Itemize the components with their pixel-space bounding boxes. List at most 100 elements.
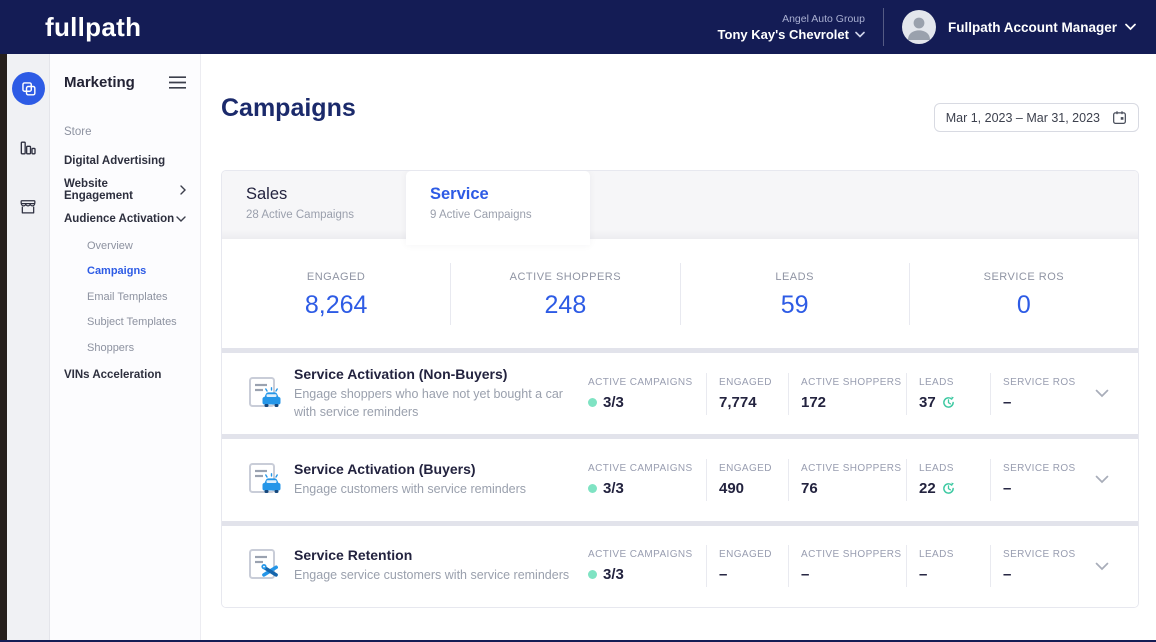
divider <box>882 8 884 46</box>
row-separator <box>222 434 1138 440</box>
status-dot <box>588 570 597 580</box>
calendar-icon <box>1113 111 1126 124</box>
tab-service[interactable]: Service 9 Active Campaigns <box>406 171 590 245</box>
rail-item-audience-activation[interactable] <box>11 72 45 105</box>
storefront-icon <box>20 199 36 213</box>
bar-chart-icon <box>20 141 36 154</box>
summary-stats: ENGAGED 8,264 ACTIVE SHOPPERS 248 LEADS … <box>222 239 1138 348</box>
stat-active-shoppers: ACTIVE SHOPPERS – <box>788 545 906 588</box>
date-range-picker[interactable]: Mar 1, 2023 – Mar 31, 2023 <box>933 103 1139 132</box>
date-range-value: Mar 1, 2023 – Mar 31, 2023 <box>945 110 1100 125</box>
document-car-icon <box>246 376 286 412</box>
dealership-switcher[interactable]: Angel Auto Group Tony Kay's Chevrolet <box>718 13 865 42</box>
user-avatar-icon <box>907 17 930 40</box>
expand-row-button[interactable] <box>1086 389 1118 398</box>
campaign-row-service-retention[interactable]: Service Retention Engage service custome… <box>222 525 1138 607</box>
stat-service-ros: SERVICE ROS – <box>990 545 1086 588</box>
campaign-title: Service Retention <box>294 547 413 564</box>
sidebar-title: Marketing <box>64 74 135 91</box>
stat-service-ros: SERVICE ROS – <box>990 372 1086 415</box>
account-menu[interactable]: Fullpath Account Manager <box>948 20 1136 35</box>
campaign-description: Engage service customers with service re… <box>294 568 570 583</box>
stat-leads: LEADS 22 <box>906 458 990 501</box>
row-separator <box>222 348 1138 353</box>
chevron-down-icon <box>1095 476 1109 484</box>
stat-engaged: ENGAGED – <box>706 545 788 588</box>
row-separator <box>222 520 1138 526</box>
campaign-type-tabs: Sales 28 Active Campaigns Service 9 Acti… <box>222 171 1138 245</box>
divider <box>679 262 681 325</box>
campaign-row-service-activation-non-buyers[interactable]: Service Activation (Non-Buyers) Engage s… <box>222 353 1138 435</box>
rail-item-analytics[interactable] <box>12 131 45 164</box>
main-content: Campaigns Mar 1, 2023 – Mar 31, 2023 Sal… <box>201 54 1156 640</box>
summary-active-shoppers: ACTIVE SHOPPERS 248 <box>509 271 622 319</box>
stat-leads: LEADS – <box>906 545 990 588</box>
account-name: Fullpath Account Manager <box>947 19 1117 35</box>
dealer-group-name: Angel Auto Group <box>782 12 865 25</box>
stat-engaged: ENGAGED 7,774 <box>706 372 788 415</box>
campaign-description: Engage shoppers who have not yet bought … <box>294 386 563 419</box>
expand-row-button[interactable] <box>1086 475 1118 484</box>
campaign-title: Service Activation (Non-Buyers) <box>294 365 508 382</box>
dealership-name: Tony Kay's Chevrolet <box>717 26 849 42</box>
chevron-down-icon <box>1095 562 1109 571</box>
refresh-clock-icon <box>942 396 954 408</box>
overlap-squares-icon <box>21 82 36 96</box>
sidebar-item-overview[interactable]: Overview <box>87 239 133 252</box>
status-dot <box>588 483 597 493</box>
campaign-info: Service Retention Engage service custome… <box>294 547 588 585</box>
sidebar-item-campaigns[interactable]: Campaigns <box>87 265 147 278</box>
sidebar-item-website-engagement[interactable]: Website Engagement <box>64 175 186 204</box>
sidebar-item-audience-activation[interactable]: Audience Activation <box>64 204 186 233</box>
stat-active-campaigns: ACTIVE CAMPAIGNS 3/3 <box>588 549 693 584</box>
stat-engaged: ENGAGED 490 <box>706 458 788 501</box>
sidebar-item-store[interactable]: Store <box>64 125 92 138</box>
audience-activation-submenu: Overview Campaigns Email Templates Subje… <box>87 233 186 361</box>
campaign-title: Service Activation (Buyers) <box>294 461 476 478</box>
window-edge <box>0 54 7 640</box>
status-dot <box>588 397 597 407</box>
fullpath-logo: fullpath <box>45 11 142 42</box>
tab-sales[interactable]: Sales 28 Active Campaigns <box>246 185 355 221</box>
divider <box>908 262 910 325</box>
divider <box>450 262 452 325</box>
avatar[interactable] <box>901 10 936 44</box>
chevron-down-icon <box>855 31 865 38</box>
sidebar-item-subject-templates[interactable]: Subject Templates <box>87 316 177 329</box>
document-car-icon <box>246 462 286 498</box>
chevron-right-icon <box>180 184 186 195</box>
sidebar: Marketing Store Digital Advertising Webs… <box>50 54 201 640</box>
window-bottom-edge <box>0 640 1156 642</box>
sidebar-item-digital-advertising[interactable]: Digital Advertising <box>64 154 166 167</box>
summary-engaged: ENGAGED 8,264 <box>304 271 368 319</box>
stat-service-ros: SERVICE ROS – <box>990 458 1086 501</box>
stat-active-shoppers: ACTIVE SHOPPERS 172 <box>788 372 906 415</box>
icon-rail <box>7 54 50 640</box>
menu-icon[interactable] <box>169 76 186 89</box>
sidebar-item-email-templates[interactable]: Email Templates <box>87 290 168 303</box>
summary-leads: LEADS 59 <box>775 271 814 319</box>
sidebar-menu: Store Digital Advertising Website Engage… <box>64 117 186 390</box>
rail-item-store[interactable] <box>12 190 45 223</box>
campaign-row-service-activation-buyers[interactable]: Service Activation (Buyers) Engage custo… <box>222 439 1138 521</box>
campaign-info: Service Activation (Buyers) Engage custo… <box>294 461 588 499</box>
stat-active-campaigns: ACTIVE CAMPAIGNS 3/3 <box>588 462 693 497</box>
stat-leads: LEADS 37 <box>906 372 990 415</box>
campaign-info: Service Activation (Non-Buyers) Engage s… <box>294 366 588 422</box>
campaign-description: Engage customers with service reminders <box>294 482 527 497</box>
refresh-clock-icon <box>942 482 954 494</box>
top-navbar: fullpath Angel Auto Group Tony Kay's Che… <box>0 0 1156 54</box>
sidebar-item-vins-acceleration[interactable]: VINs Acceleration <box>64 369 162 381</box>
sidebar-item-shoppers[interactable]: Shoppers <box>87 341 135 354</box>
document-tools-icon <box>246 548 286 584</box>
expand-row-button[interactable] <box>1086 562 1118 571</box>
chevron-down-icon <box>1095 389 1109 398</box>
stat-active-shoppers: ACTIVE SHOPPERS 76 <box>788 458 906 501</box>
topbar-right: Angel Auto Group Tony Kay's Chevrolet Fu… <box>718 8 1136 46</box>
stat-active-campaigns: ACTIVE CAMPAIGNS 3/3 <box>588 376 693 411</box>
page-title: Campaigns <box>221 94 356 122</box>
chevron-down-icon <box>176 215 186 222</box>
summary-service-ros: SERVICE ROS 0 <box>983 271 1065 319</box>
campaigns-card: Sales 28 Active Campaigns Service 9 Acti… <box>221 170 1139 608</box>
